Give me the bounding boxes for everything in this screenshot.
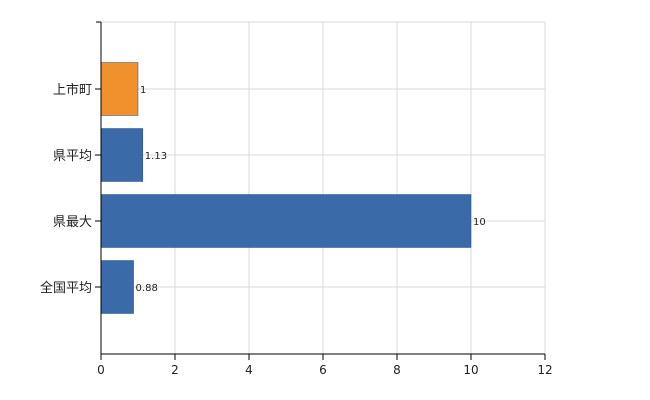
bar-value-label: 10 (473, 217, 486, 228)
chart-bars (100, 62, 472, 314)
category-label: 上市町 (53, 82, 92, 98)
category-label: 全国平均 (40, 280, 92, 296)
bar (100, 128, 144, 182)
bar-value-label: 0.88 (136, 283, 158, 294)
x-tick-label: 2 (171, 363, 179, 377)
x-tick-label: 0 (97, 363, 105, 377)
chart-axes (95, 21, 546, 360)
bar (100, 62, 139, 116)
chart-grid (101, 21, 546, 354)
x-tick-label: 10 (463, 363, 478, 377)
bar-value-label: 1.13 (145, 151, 167, 162)
x-tick-label: 4 (245, 363, 253, 377)
x-tick-label: 6 (319, 363, 327, 377)
bar (100, 194, 472, 248)
bar-value-label: 1 (140, 85, 146, 96)
category-label: 県最大 (53, 215, 92, 230)
x-tick-label: 12 (537, 363, 552, 377)
category-label: 県平均 (53, 149, 92, 164)
bar (100, 260, 134, 314)
x-tick-label: 8 (393, 363, 401, 377)
